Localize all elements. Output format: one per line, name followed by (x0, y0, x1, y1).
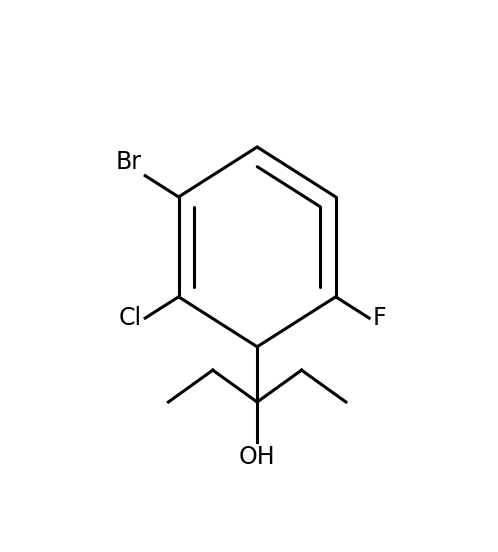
Text: Cl: Cl (119, 306, 142, 330)
Text: Br: Br (116, 150, 142, 173)
Text: OH: OH (239, 444, 275, 469)
Text: F: F (372, 306, 386, 330)
